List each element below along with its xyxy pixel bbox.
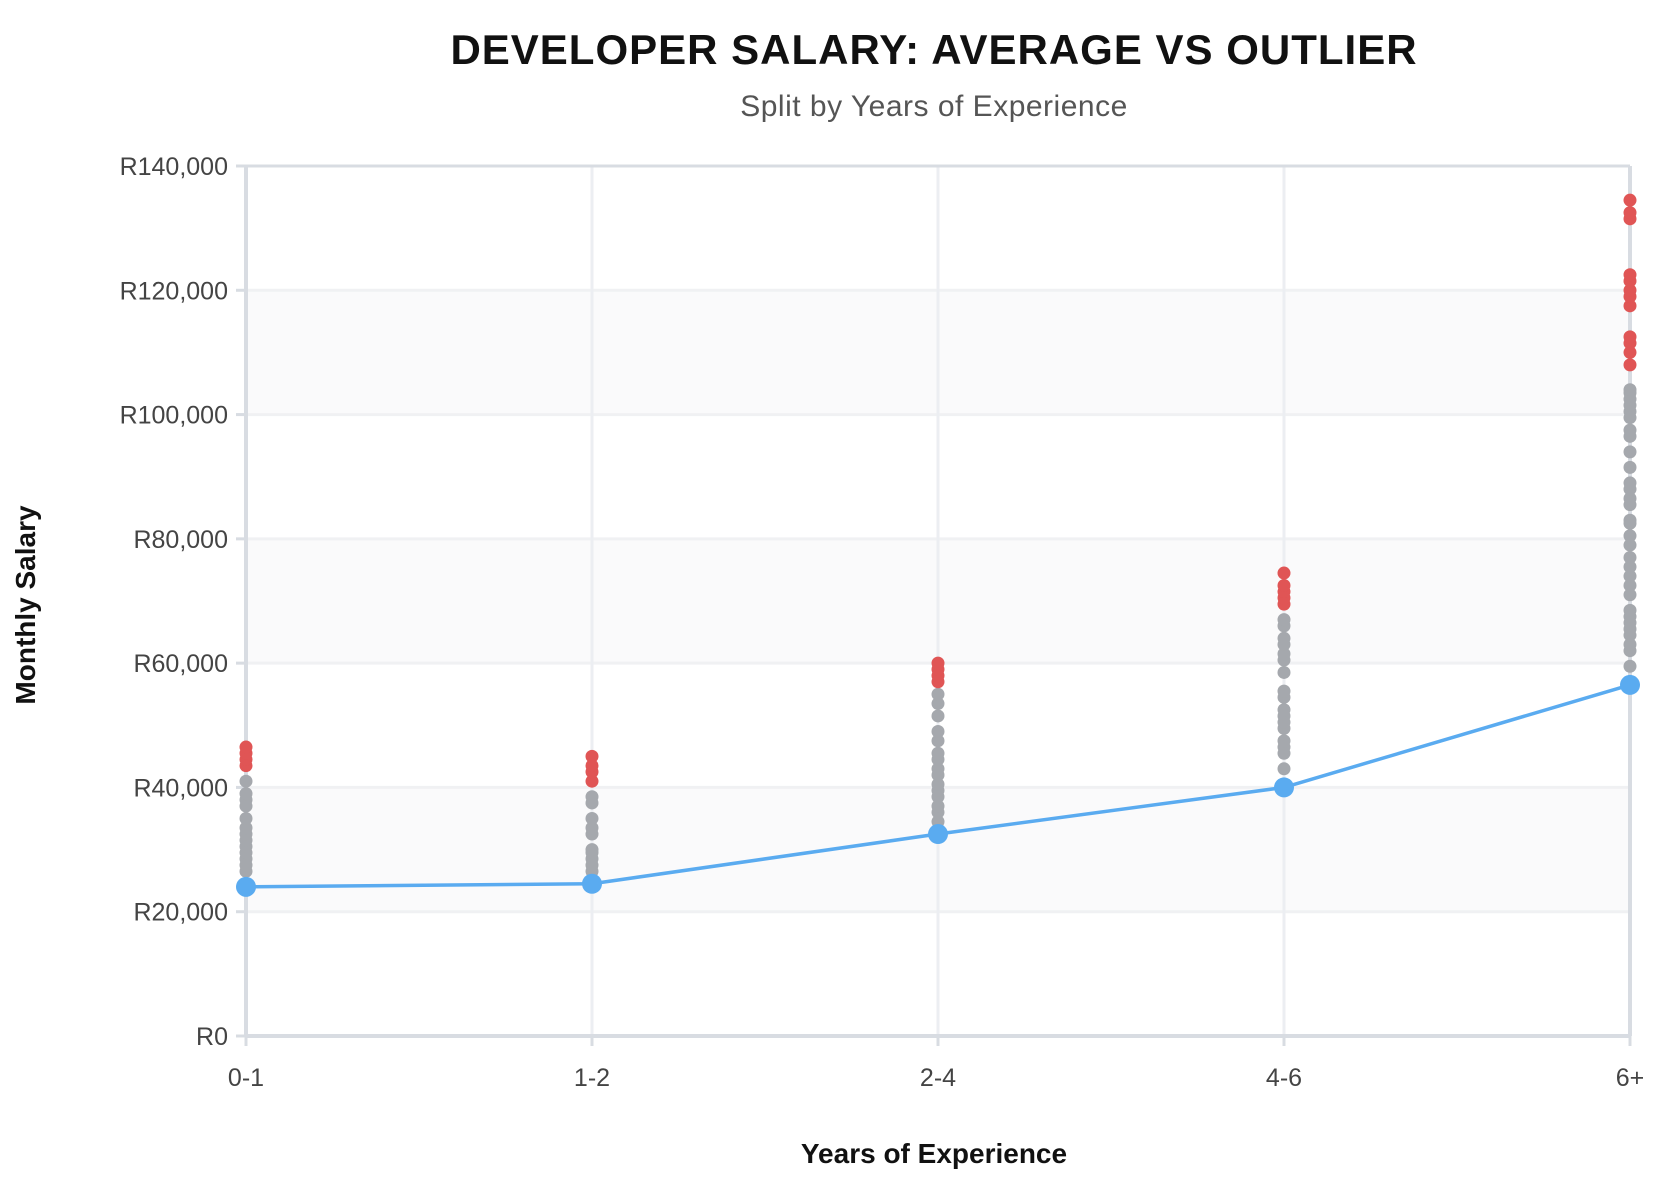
salary-point [1277, 703, 1291, 717]
outlier-point [1623, 283, 1637, 297]
salary-point [1277, 684, 1291, 698]
x-tick-label: 0-1 [228, 1064, 264, 1092]
salary-point [1277, 631, 1291, 645]
salary-point [931, 777, 945, 791]
x-tick-label: 6+ [1616, 1064, 1645, 1092]
outlier-point [1277, 578, 1291, 592]
salary-point [931, 799, 945, 813]
x-tick-label: 2-4 [920, 1064, 956, 1092]
salary-point [585, 843, 599, 857]
salary-point [1623, 491, 1637, 505]
y-tick-label: R40,000 [133, 774, 228, 802]
salary-point [1277, 762, 1291, 776]
x-tick-label: 4-6 [1266, 1064, 1302, 1092]
salary-point [931, 734, 945, 748]
salary-point [1277, 647, 1291, 661]
salary-point [239, 821, 253, 835]
salary-point [239, 787, 253, 801]
y-tick-label: R100,000 [120, 402, 228, 430]
outlier-point [1623, 345, 1637, 359]
salary-point [1623, 569, 1637, 583]
average-point [928, 824, 948, 845]
y-tick-label: R80,000 [133, 526, 228, 554]
y-tick-label: R140,000 [120, 153, 228, 181]
y-tick-label: R120,000 [120, 277, 228, 305]
salary-point [1623, 659, 1637, 673]
salary-point [1623, 445, 1637, 459]
average-point [582, 873, 602, 894]
tick-labels: R0 R20,000 R40,000 R60,000 R80,000 R100,000 R1… [120, 153, 1645, 1092]
salary-point [931, 746, 945, 760]
x-tick-label: 1-2 [574, 1064, 610, 1092]
salary-point [931, 697, 945, 711]
salary-point [239, 774, 253, 788]
salary-point [1623, 551, 1637, 564]
salary-point [931, 725, 945, 738]
y-axis-title: Monthly Salary [10, 505, 41, 705]
outlier-point [585, 749, 599, 763]
salary-point [1623, 560, 1637, 574]
salary-point [931, 762, 945, 776]
chart-subtitle: Split by Years of Experience [740, 90, 1128, 123]
salary-point [239, 812, 253, 825]
salary-point [1623, 638, 1637, 651]
salary-point [1623, 603, 1637, 617]
salary-point [1623, 383, 1637, 397]
y-tick-label: R0 [196, 1023, 228, 1051]
chart-title: DEVELOPER SALARY: AVERAGE VS OUTLIER [450, 26, 1417, 73]
outlier-point [1623, 299, 1637, 313]
salary-point [931, 687, 945, 701]
outlier-point [1623, 206, 1637, 220]
outlier-point [585, 759, 599, 773]
average-series [236, 674, 1640, 897]
average-point [236, 876, 256, 897]
salary-point [1623, 460, 1637, 474]
y-tick-label: R60,000 [133, 650, 228, 678]
salary-point [1623, 423, 1637, 437]
salary-point [1623, 588, 1637, 602]
salary-point [1623, 476, 1637, 490]
salary-point [931, 709, 945, 723]
salary-point [1623, 578, 1637, 592]
salary-point [1277, 734, 1291, 748]
outlier-point [1623, 358, 1637, 372]
outlier-point [585, 774, 599, 788]
salary-point [1623, 529, 1637, 543]
outlier-point [1623, 330, 1637, 344]
salary-point [1623, 538, 1637, 552]
y-tick-label: R20,000 [133, 899, 228, 927]
salary-point [585, 821, 599, 835]
data-points [239, 193, 1637, 878]
salary-point [1623, 513, 1637, 527]
average-point [1620, 674, 1640, 695]
salary-point [585, 812, 599, 825]
outlier-point [1277, 566, 1291, 580]
salary-point [585, 790, 599, 804]
outlier-point [1623, 268, 1637, 282]
x-axis-title: Years of Experience [801, 1138, 1067, 1169]
outlier-point [1623, 193, 1637, 207]
outlier-point [239, 740, 253, 754]
average-point [1274, 777, 1294, 798]
salary-point [1277, 665, 1291, 679]
salary-point [1277, 613, 1291, 627]
outlier-point [931, 656, 945, 670]
